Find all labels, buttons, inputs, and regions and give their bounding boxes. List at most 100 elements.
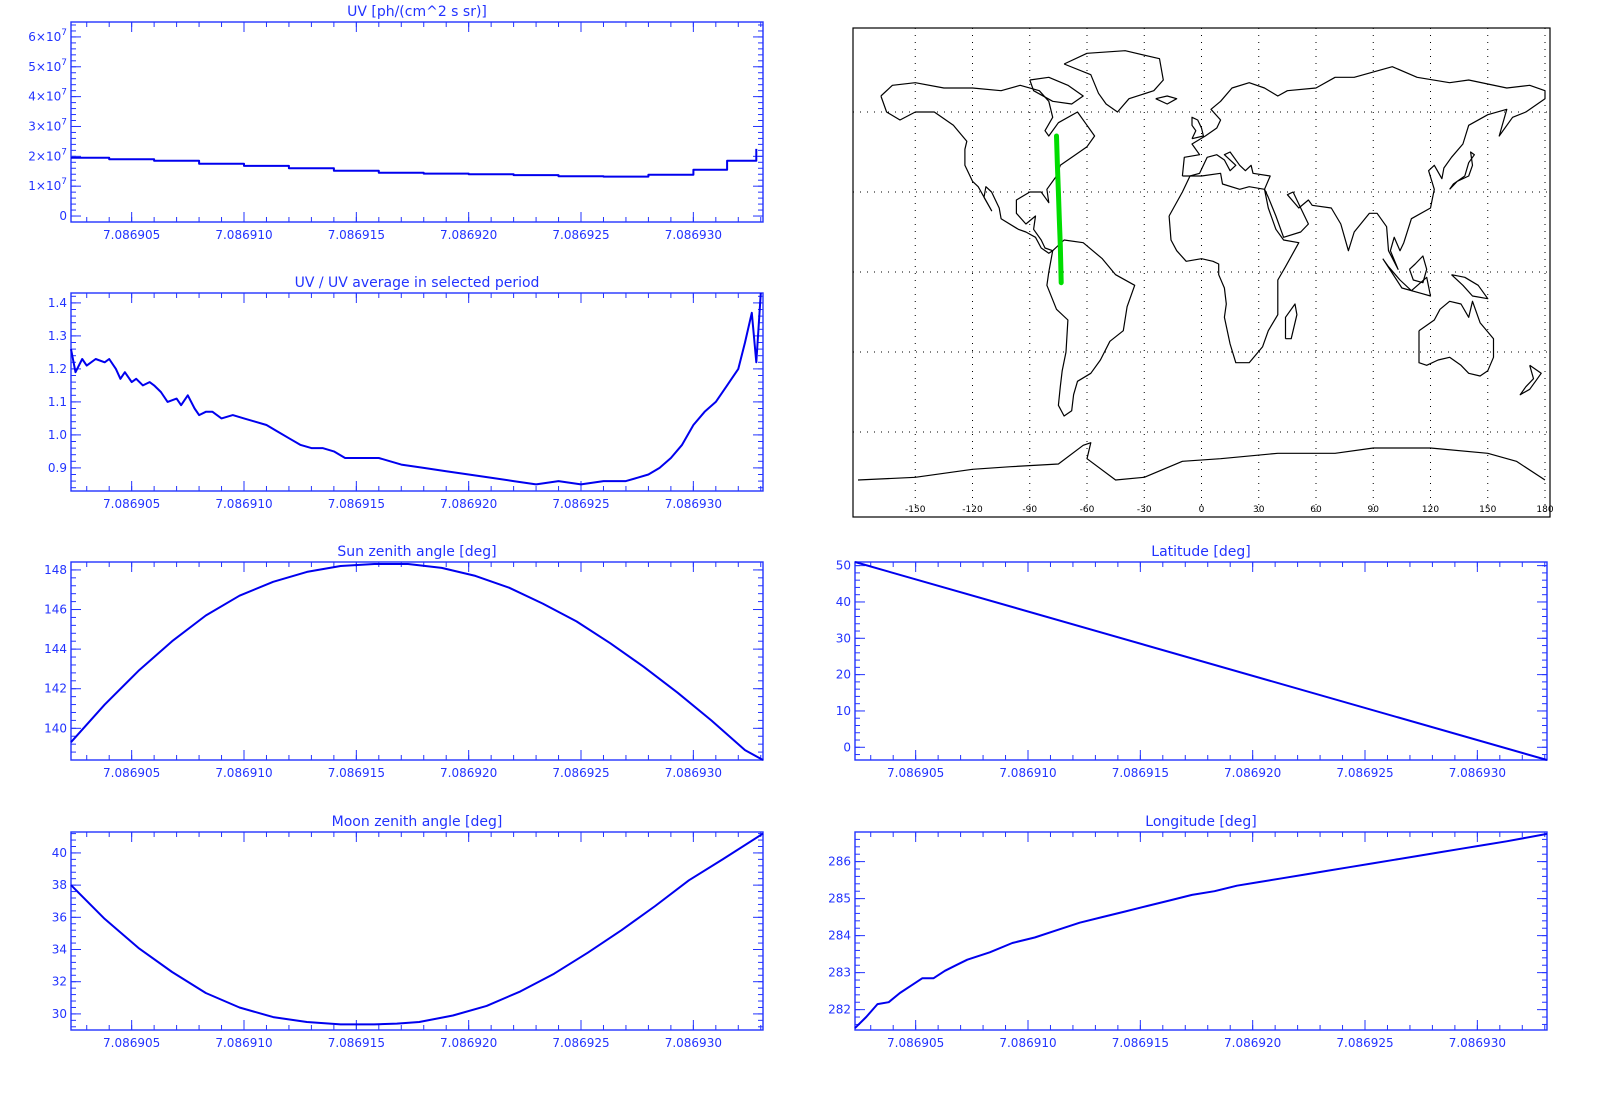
y-tick-label: 30: [836, 631, 851, 645]
x-tick-label: 7.086915: [1112, 766, 1169, 780]
map-lon-label: 90: [1368, 505, 1380, 515]
australia-outline: [1418, 300, 1495, 377]
map-lon-label: 60: [1310, 505, 1322, 515]
baffin-outline: [1029, 76, 1084, 105]
antarctica-outline: [857, 442, 1546, 481]
plot-frame: [70, 21, 764, 223]
map-lon-label: 0: [1199, 505, 1205, 515]
newguinea-outline: [1451, 274, 1489, 300]
y-tick-label: 40: [52, 846, 67, 860]
x-tick-label: 7.086915: [1112, 1036, 1169, 1050]
y-tick-label: 34: [52, 943, 67, 957]
map-lon-label: -60: [1080, 505, 1095, 515]
y-tick-base: 0: [59, 209, 67, 223]
map-frame: [852, 27, 1551, 518]
chart-6: Longitude [deg] 7.086905 7.086910 7.086915 7…: [828, 814, 1548, 1050]
chart-title: UV / UV average in selected period: [295, 275, 540, 291]
y-tick-base: 4×10: [28, 90, 61, 104]
x-tick-label: 7.086930: [665, 1036, 722, 1050]
x-tick-label: 7.086905: [887, 766, 944, 780]
x-tick-label: 7.086905: [887, 1036, 944, 1050]
chart-2: UV / UV average in selected period 7.0869…: [48, 275, 764, 511]
y-tick-label: 1.3: [48, 329, 67, 343]
africa-outline: [1168, 172, 1300, 364]
chart-title: Sun zenith angle [deg]: [337, 544, 496, 560]
y-tick-base: 6×10: [28, 30, 61, 44]
y-tick-label: 283: [828, 966, 851, 980]
plot-frame: [70, 292, 764, 492]
y-tick-label: 1×107: [28, 177, 67, 193]
y-tick-label: 40: [836, 595, 851, 609]
y-tick-label: 38: [52, 878, 67, 892]
x-tick-label: 7.086925: [552, 228, 609, 242]
x-tick-label: 7.086910: [999, 1036, 1056, 1050]
x-tick-label: 7.086905: [103, 1036, 160, 1050]
x-tick-label: 7.086920: [440, 766, 497, 780]
x-tick-label: 7.086925: [552, 1036, 609, 1050]
chart-5: Moon zenith angle [deg] 7.086905 7.086910 7…: [52, 814, 764, 1050]
series-line: [70, 832, 764, 1026]
y-tick-exponent: 7: [61, 88, 67, 98]
x-tick-label: 7.086925: [552, 497, 609, 511]
x-tick-label: 7.086930: [665, 228, 722, 242]
europe-asia-outline: [1181, 66, 1546, 270]
south-america-outline: [1046, 239, 1136, 417]
y-tick-label: 4×107: [28, 88, 67, 104]
plot-frame: [854, 831, 1548, 1031]
indonesia-outline: [1382, 258, 1432, 297]
y-tick-label: 1.2: [48, 362, 67, 376]
x-tick-label: 7.086910: [215, 766, 272, 780]
x-tick-label: 7.086905: [103, 497, 160, 511]
series-line: [70, 292, 762, 486]
y-tick-label: 148: [44, 563, 67, 577]
chart-title: Moon zenith angle [deg]: [332, 814, 503, 830]
x-tick-label: 7.086925: [1336, 766, 1393, 780]
series-line: [854, 561, 1548, 761]
y-tick-base: 2×10: [28, 149, 61, 163]
y-tick-label: 1.0: [48, 428, 67, 442]
y-tick-base: 5×10: [28, 60, 61, 74]
y-tick-label: 146: [44, 603, 67, 617]
x-tick-label: 7.086910: [215, 1036, 272, 1050]
x-tick-label: 7.086915: [328, 766, 385, 780]
map-lon-label: -30: [1137, 505, 1152, 515]
y-tick-label: 286: [828, 855, 851, 869]
y-tick-label: 50: [836, 559, 851, 573]
x-tick-label: 7.086910: [999, 766, 1056, 780]
x-tick-label: 7.086925: [1336, 1036, 1393, 1050]
y-tick-base: 3×10: [28, 119, 61, 133]
y-tick-exponent: 7: [61, 117, 67, 127]
newzealand-outline: [1519, 364, 1542, 396]
plot-frame: [70, 561, 764, 761]
map-lon-label: 180: [1536, 505, 1553, 515]
y-tick-label: 140: [44, 721, 67, 735]
y-tick-label: 30: [52, 1007, 67, 1021]
x-tick-label: 7.086915: [328, 497, 385, 511]
x-tick-label: 7.086930: [665, 497, 722, 511]
north-america-outline: [880, 82, 1096, 254]
x-tick-label: 7.086910: [215, 497, 272, 511]
x-tick-label: 7.086915: [328, 228, 385, 242]
iceland-outline: [1155, 95, 1178, 105]
x-tick-label: 7.086905: [103, 766, 160, 780]
chart-title: UV [ph/(cm^2 s sr)]: [347, 4, 487, 20]
uk-outline: [1191, 116, 1205, 140]
y-tick-label: 36: [52, 910, 67, 924]
y-tick-exponent: 7: [61, 177, 67, 187]
world-map: -150 -120 -90 -60 -30 0 30 60 90 120 150 180: [852, 27, 1554, 518]
x-tick-label: 7.086905: [103, 228, 160, 242]
map-lon-label: 30: [1253, 505, 1265, 515]
chart-1: UV [ph/(cm^2 s sr)] 7.086905 7.086910 7.086…: [28, 4, 764, 242]
y-tick-label: 6×107: [28, 28, 67, 44]
y-tick-label: 285: [828, 892, 851, 906]
y-tick-label: 10: [836, 704, 851, 718]
y-tick-label: 1.4: [48, 296, 67, 310]
y-tick-label: 0: [843, 740, 851, 754]
chart-title: Longitude [deg]: [1145, 814, 1256, 830]
y-tick-exponent: 7: [61, 28, 67, 38]
y-tick-label: 32: [52, 975, 67, 989]
ground-track: [1054, 133, 1064, 286]
map-lon-label: 150: [1479, 505, 1496, 515]
y-tick-label: 2×107: [28, 147, 67, 163]
greenland-outline: [1063, 50, 1164, 113]
